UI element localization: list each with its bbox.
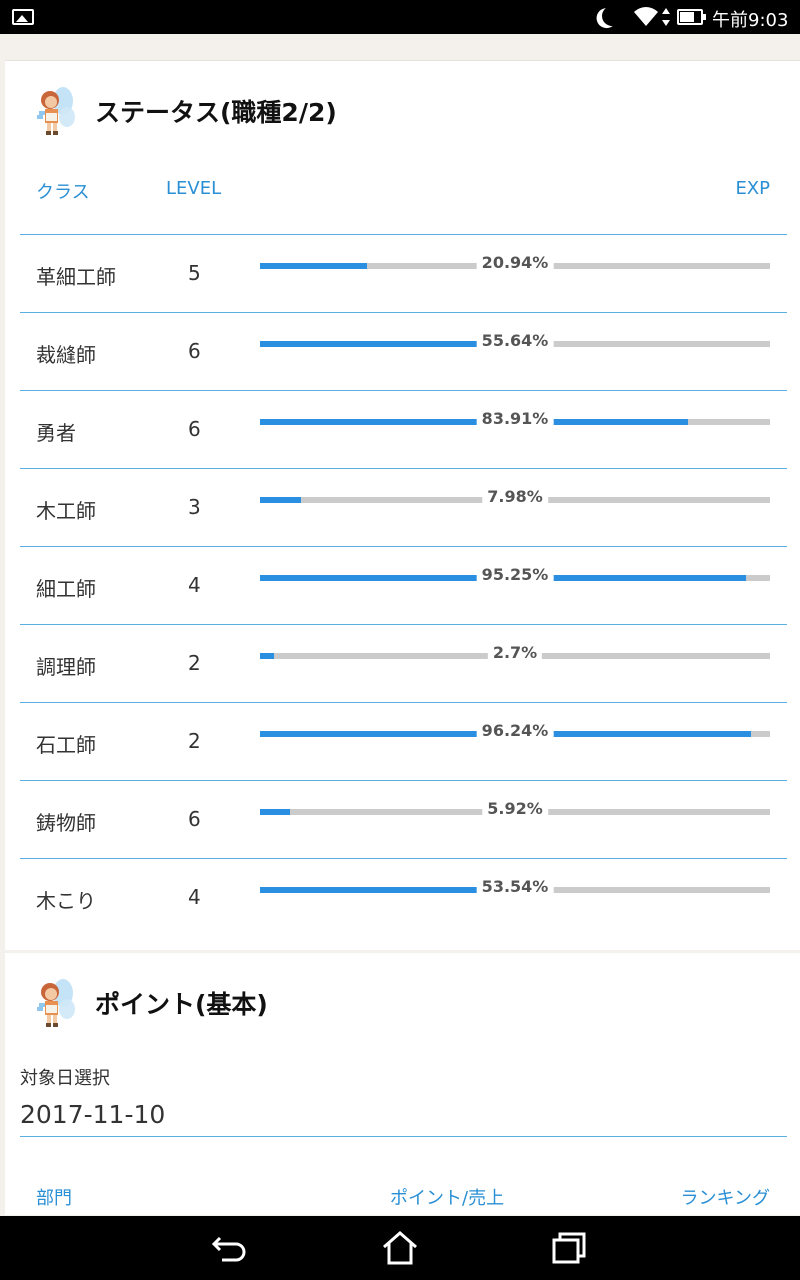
exp-progress-bar: 2.7% <box>260 642 770 664</box>
exp-progress-bar: 7.98% <box>260 486 770 508</box>
exp-progress-fill <box>260 653 274 659</box>
column-header-exp[interactable]: EXP <box>735 178 770 199</box>
exp-progress-bar: 53.54% <box>260 876 770 898</box>
row-level: 5 <box>188 261 201 285</box>
row-level: 6 <box>188 417 201 441</box>
row-class-name: 木こり <box>36 889 96 913</box>
exp-percent-label: 5.92% <box>482 798 548 820</box>
exp-percent-label: 55.64% <box>476 330 554 352</box>
date-select-label: 対象日選択 <box>20 1068 110 1089</box>
exp-progress-bar: 55.64% <box>260 330 770 352</box>
fairy-icon <box>37 87 75 135</box>
status-table: 革細工師 5 20.94% 裁縫師 6 55.64% 勇者 6 83.91% 木工師 3 7.98% 細… <box>20 234 787 936</box>
table-row: 石工師 2 96.24% <box>20 702 787 780</box>
row-class-name: 勇者 <box>36 421 76 445</box>
exp-progress-fill <box>260 887 534 893</box>
table-row: 革細工師 5 20.94% <box>20 234 787 312</box>
table-row: 調理師 2 2.7% <box>20 624 787 702</box>
exp-progress-bar: 20.94% <box>260 252 770 274</box>
points-card-header: ポイント(基本) <box>5 953 800 1053</box>
exp-progress-fill <box>260 341 544 347</box>
status-card-title: ステータス(職種2/2) <box>95 98 337 127</box>
exp-progress-fill <box>260 419 688 425</box>
date-select-input[interactable]: 2017-11-10 <box>20 1100 166 1129</box>
battery-icon <box>677 9 706 25</box>
exp-progress-bar: 95.25% <box>260 564 770 586</box>
exp-progress-bar: 5.92% <box>260 798 770 820</box>
row-class-name: 裁縫師 <box>36 343 96 367</box>
exp-percent-label: 2.7% <box>487 642 543 664</box>
data-activity-icon <box>662 8 670 26</box>
table-row: 木工師 3 7.98% <box>20 468 787 546</box>
row-level: 4 <box>188 885 201 909</box>
row-level: 6 <box>188 339 201 363</box>
exp-percent-label: 83.91% <box>476 408 554 430</box>
column-header-level[interactable]: LEVEL <box>166 178 222 199</box>
exp-percent-label: 96.24% <box>476 720 554 742</box>
row-level: 6 <box>188 807 201 831</box>
exp-percent-label: 20.94% <box>476 252 554 274</box>
table-row: 裁縫師 6 55.64% <box>20 312 787 390</box>
back-icon[interactable] <box>210 1230 250 1266</box>
table-row: 木こり 4 53.54% <box>20 858 787 936</box>
status-card-header: ステータス(職種2/2) <box>5 61 800 161</box>
row-level: 4 <box>188 573 201 597</box>
navigation-bar <box>0 1216 800 1280</box>
fairy-icon <box>37 979 75 1027</box>
exp-progress-fill <box>260 497 301 503</box>
row-class-name: 革細工師 <box>36 265 116 289</box>
exp-percent-label: 7.98% <box>482 486 548 508</box>
gallery-icon <box>12 9 34 25</box>
exp-progress-fill <box>260 809 291 815</box>
table-row: 細工師 4 95.25% <box>20 546 787 624</box>
home-icon[interactable] <box>380 1230 420 1266</box>
exp-percent-label: 53.54% <box>476 876 554 898</box>
column-header-class[interactable]: クラス <box>36 182 90 203</box>
points-card: ポイント(基本) 対象日選択 2017-11-10 部門 ポイント/売上 ランキ… <box>5 953 800 1215</box>
status-bar: 午前9:03 <box>0 0 800 34</box>
row-class-name: 石工師 <box>36 733 96 757</box>
recent-apps-icon[interactable] <box>550 1230 590 1266</box>
exp-percent-label: 95.25% <box>476 564 554 586</box>
row-class-name: 細工師 <box>36 577 96 601</box>
moon-icon <box>600 4 623 27</box>
column-header-dept[interactable]: 部門 <box>36 1188 72 1209</box>
exp-progress-fill <box>260 263 367 269</box>
exp-progress-bar: 96.24% <box>260 720 770 742</box>
row-level: 2 <box>188 729 201 753</box>
status-card: ステータス(職種2/2) クラス LEVEL EXP 革細工師 5 20.94% 裁縫… <box>5 60 800 950</box>
row-level: 2 <box>188 651 201 675</box>
date-input-underline <box>20 1136 787 1137</box>
table-row: 鋳物師 6 5.92% <box>20 780 787 858</box>
status-clock: 午前9:03 <box>712 10 789 31</box>
row-class-name: 木工師 <box>36 499 96 523</box>
column-header-points[interactable]: ポイント/売上 <box>390 1188 505 1209</box>
wifi-icon <box>634 7 658 26</box>
table-row: 勇者 6 83.91% <box>20 390 787 468</box>
exp-progress-bar: 83.91% <box>260 408 770 430</box>
row-level: 3 <box>188 495 201 519</box>
points-card-title: ポイント(基本) <box>95 990 268 1019</box>
row-class-name: 調理師 <box>36 655 96 679</box>
column-header-ranking[interactable]: ランキング <box>680 1188 770 1209</box>
row-class-name: 鋳物師 <box>36 811 96 835</box>
